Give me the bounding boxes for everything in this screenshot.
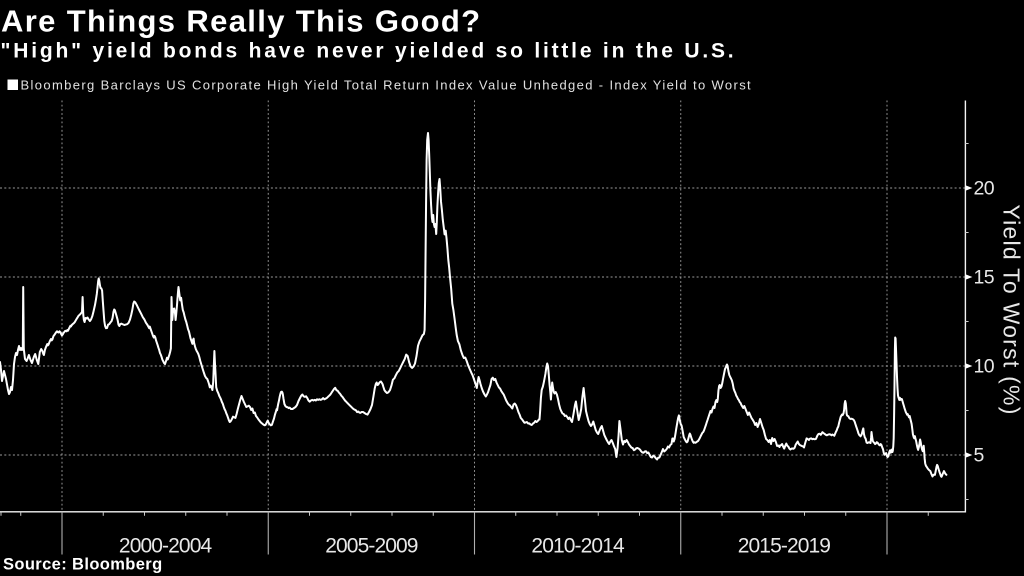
- svg-text:2005-2009: 2005-2009: [325, 535, 418, 558]
- svg-text:"High" yield bonds have never: "High" yield bonds have never yielded so…: [1, 40, 737, 63]
- svg-text:20: 20: [974, 178, 995, 200]
- svg-text:Yield To Worst (%): Yield To Worst (%): [999, 204, 1024, 415]
- svg-text:Source: Bloomberg: Source: Bloomberg: [3, 556, 163, 574]
- svg-text:10: 10: [974, 356, 995, 378]
- svg-text:2000-2004: 2000-2004: [119, 535, 213, 558]
- svg-text:Are Things Really This Good?: Are Things Really This Good?: [1, 4, 481, 39]
- svg-text:5: 5: [974, 445, 985, 467]
- svg-text:2010-2014: 2010-2014: [531, 535, 625, 558]
- svg-text:Bloomberg Barclays US Corporat: Bloomberg Barclays US Corporate High Yie…: [21, 78, 753, 93]
- svg-text:2015-2019: 2015-2019: [738, 535, 831, 558]
- svg-text:15: 15: [974, 267, 995, 289]
